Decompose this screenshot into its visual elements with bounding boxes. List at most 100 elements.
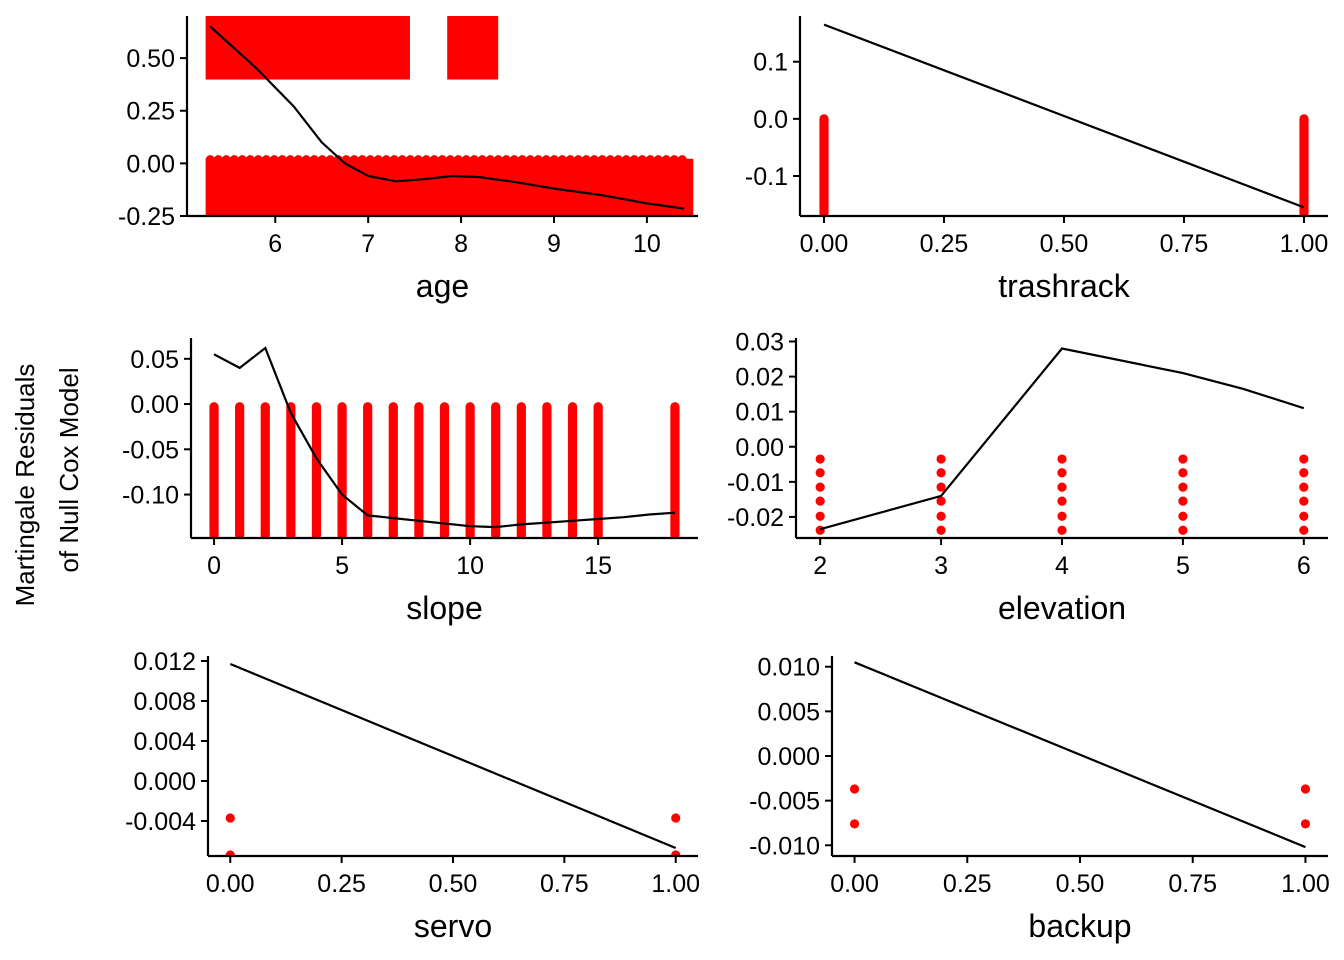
- panel-servo: 0.00 0.25 0.50 0.75 1.00 -0.004 0.000 0.004 0.00…: [125, 648, 700, 944]
- age-point: [229, 16, 239, 20]
- trashrack-point-band-1: [1299, 114, 1309, 216]
- elevation-point: [1299, 511, 1309, 521]
- slope-point: [235, 402, 245, 412]
- elevation-x-tick-label: 3: [934, 552, 948, 580]
- slope-point: [388, 402, 398, 412]
- backup-x-tick-label: 0.00: [830, 870, 879, 898]
- age-point: [277, 155, 287, 165]
- slope-point: [388, 530, 398, 538]
- trashrack-x-tick-label: 0.00: [800, 230, 849, 258]
- age-point: [285, 155, 295, 165]
- elevation-point: [1178, 468, 1188, 478]
- servo-y-tick-label: 0.008: [133, 688, 196, 716]
- age-point: [471, 16, 481, 20]
- slope-point: [670, 402, 680, 412]
- servo-x-tick-label: 1.00: [651, 870, 700, 898]
- age-point: [541, 155, 551, 165]
- elevation-point: [936, 454, 946, 464]
- slope-y-tick-label: 0.05: [130, 346, 179, 374]
- slope-point: [542, 530, 552, 538]
- elevation-point: [936, 482, 946, 492]
- slope-points: [209, 402, 680, 538]
- age-point-band-1: [205, 16, 410, 80]
- slope-point-column: [567, 406, 578, 536]
- slope-x-tick-label: 5: [335, 552, 349, 580]
- elevation-point: [1299, 468, 1309, 478]
- slope-point: [286, 530, 296, 538]
- trashrack-point: [1299, 114, 1309, 124]
- age-point: [333, 16, 343, 20]
- elevation-point: [1178, 525, 1188, 535]
- backup-smooth-line: [854, 661, 1306, 849]
- age-smooth-line: [209, 25, 685, 210]
- figure-ylabel-line-1: Martingale Residuals: [10, 364, 40, 607]
- age-x-tick-label: 8: [454, 230, 468, 258]
- elevation-point: [1178, 496, 1188, 506]
- elevation-x-tick-label: 4: [1055, 552, 1069, 580]
- slope-point-column: [491, 406, 501, 536]
- elevation-point: [936, 511, 946, 521]
- servo-x-tick-label: 0.50: [429, 870, 478, 898]
- slope-point-column: [311, 406, 322, 536]
- age-point-band-2: [447, 16, 499, 80]
- age-point: [565, 155, 575, 165]
- age-point: [629, 155, 639, 165]
- trashrack-y-tick-label: -0.1: [745, 163, 788, 191]
- elevation-x-axis-label: elevation: [998, 590, 1126, 626]
- age-point: [245, 16, 255, 20]
- elevation-point: [936, 468, 946, 478]
- age-point: [317, 155, 327, 165]
- slope-y-tick-label: 0.00: [130, 391, 179, 419]
- slope-point-column: [235, 406, 245, 536]
- age-point: [645, 155, 655, 165]
- trashrack-point: [819, 208, 829, 216]
- servo-y-tick-label: 0.004: [133, 728, 196, 756]
- age-point: [463, 16, 473, 20]
- backup-x-tick-label: 0.25: [943, 870, 992, 898]
- age-point: [237, 16, 247, 20]
- elevation-point: [1299, 525, 1309, 535]
- age-x-axis-label: age: [416, 268, 469, 304]
- age-point: [365, 16, 375, 20]
- trashrack-point: [819, 114, 829, 124]
- age-point: [397, 155, 407, 165]
- slope-point-column: [542, 406, 552, 536]
- age-point: [677, 155, 687, 165]
- slope-point: [209, 402, 219, 412]
- servo-smooth-line: [229, 662, 677, 850]
- elevation-point: [815, 496, 825, 506]
- slope-point: [414, 402, 424, 412]
- age-x-tick-label: 7: [361, 230, 375, 258]
- servo-x-axis-label: servo: [414, 908, 492, 944]
- slope-point-column: [465, 406, 475, 536]
- servo-y-tick-label: 0.012: [133, 648, 196, 676]
- age-point: [349, 155, 359, 165]
- age-point: [517, 155, 527, 165]
- age-point: [597, 155, 607, 165]
- age-point: [253, 16, 263, 20]
- slope-point: [593, 402, 603, 412]
- age-point-band-fill: [447, 16, 499, 80]
- age-y-tick-label: 0.50: [126, 45, 175, 73]
- backup-y-tick-label: -0.010: [749, 832, 820, 860]
- elevation-point: [1299, 454, 1309, 464]
- panel-slope: 0 5 10 15 -0.10 -0.05 0.00 0.05 slope: [122, 338, 698, 626]
- age-point: [487, 16, 497, 20]
- slope-point: [567, 402, 578, 412]
- age-point: [301, 16, 311, 20]
- age-x-tick-label: 9: [547, 230, 561, 258]
- slope-point: [337, 530, 347, 538]
- slope-point-column: [337, 406, 347, 536]
- age-point: [245, 155, 255, 165]
- slope-point: [260, 402, 270, 412]
- trashrack-y-tick-label: 0.0: [753, 106, 788, 134]
- elevation-y-tick-label: 0.03: [735, 329, 784, 357]
- elevation-y-tick-label: -0.02: [727, 504, 784, 532]
- slope-point-column: [516, 406, 526, 536]
- age-point: [437, 155, 447, 165]
- age-point: [405, 155, 415, 165]
- slope-point: [516, 402, 526, 412]
- trashrack-y-tick-label: 0.1: [753, 49, 788, 77]
- age-point: [293, 155, 303, 165]
